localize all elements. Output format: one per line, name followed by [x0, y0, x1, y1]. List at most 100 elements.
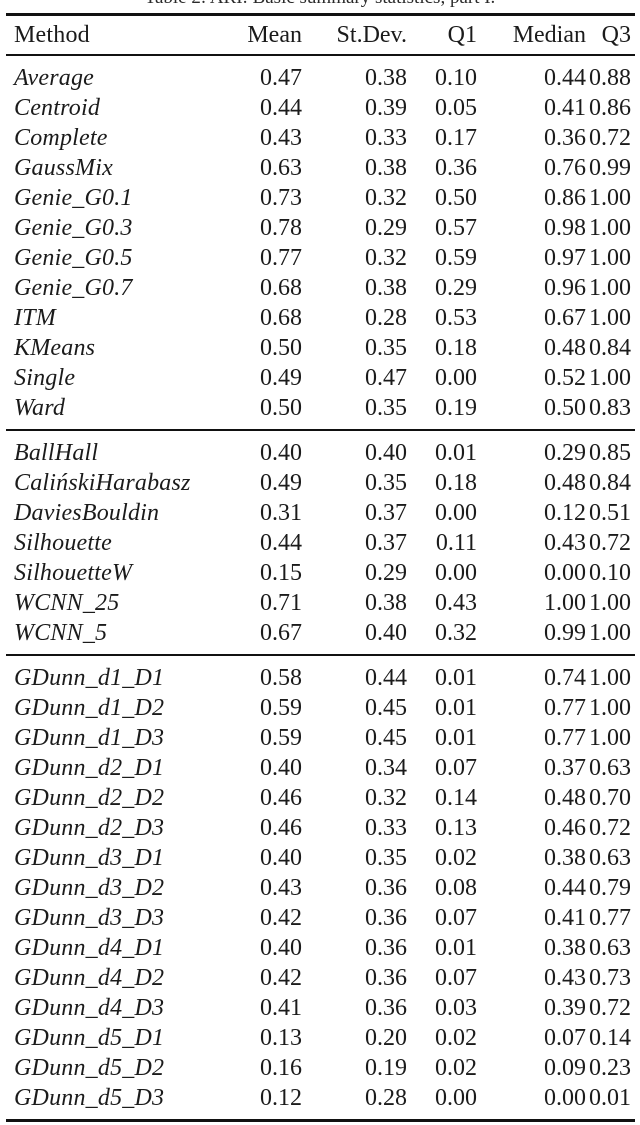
value-cell-median: 0.39 — [544, 994, 586, 1021]
value-cell-mean: 0.31 — [260, 499, 302, 526]
value-cell-median: 0.37 — [544, 754, 586, 781]
value-cell-median: 0.29 — [544, 439, 586, 466]
value-cell-q1: 0.00 — [435, 1084, 477, 1111]
method-cell: Ward — [14, 394, 66, 421]
value-cell-q1: 0.07 — [435, 964, 477, 991]
value-cell-mean: 0.42 — [260, 904, 302, 931]
value-cell-q3: 1.00 — [589, 274, 631, 301]
value-cell-q1: 0.29 — [435, 274, 477, 301]
method-cell: GDunn_d2_D2 — [14, 784, 165, 811]
value-cell-q3: 0.88 — [589, 64, 631, 91]
value-cell-median: 0.43 — [544, 964, 586, 991]
value-cell-median: 0.12 — [544, 499, 586, 526]
table-row: GaussMix 0.63 0.38 0.36 0.76 0.99 — [6, 153, 635, 183]
summary-statistics-table: Method Mean St.Dev. Q1 Median Q3 Average… — [6, 13, 635, 1122]
table-row: GDunn_d1_D2 0.59 0.45 0.01 0.77 1.00 — [6, 693, 635, 723]
value-cell-stdev: 0.38 — [365, 274, 407, 301]
value-cell-mean: 0.67 — [260, 619, 302, 646]
method-cell: Silhouette — [14, 529, 112, 556]
value-cell-median: 0.38 — [544, 934, 586, 961]
value-cell-stdev: 0.38 — [365, 64, 407, 91]
value-cell-stdev: 0.39 — [365, 94, 407, 121]
value-cell-mean: 0.40 — [260, 439, 302, 466]
value-cell-q1: 0.02 — [435, 844, 477, 871]
method-cell: Genie_G0.5 — [14, 244, 133, 271]
table-group-internal-indices: BallHall 0.40 0.40 0.01 0.29 0.85 CalińskiHara… — [6, 431, 635, 654]
value-cell-median: 0.46 — [544, 814, 586, 841]
method-cell: GDunn_d4_D2 — [14, 964, 165, 991]
table-row: GDunn_d1_D1 0.58 0.44 0.01 0.74 1.00 — [6, 663, 635, 693]
value-cell-stdev: 0.36 — [365, 904, 407, 931]
value-cell-q1: 0.00 — [435, 364, 477, 391]
value-cell-median: 0.77 — [544, 724, 586, 751]
value-cell-q3: 0.10 — [589, 559, 631, 586]
value-cell-mean: 0.40 — [260, 934, 302, 961]
column-header-stdev: St.Dev. — [336, 21, 407, 48]
table-caption: Table 2: ARI: Basic summary statistics, … — [0, 0, 640, 10]
table-header-row: Method Mean St.Dev. Q1 Median Q3 — [6, 16, 635, 54]
table-row: GDunn_d4_D1 0.40 0.36 0.01 0.38 0.63 — [6, 933, 635, 963]
column-header-method: Method — [14, 21, 90, 48]
value-cell-mean: 0.43 — [260, 874, 302, 901]
table-row: Complete 0.43 0.33 0.17 0.36 0.72 — [6, 123, 635, 153]
value-cell-q3: 0.86 — [589, 94, 631, 121]
method-cell: GaussMix — [14, 154, 113, 181]
table-row: KMeans 0.50 0.35 0.18 0.48 0.84 — [6, 333, 635, 363]
value-cell-mean: 0.47 — [260, 64, 302, 91]
value-cell-mean: 0.16 — [260, 1054, 302, 1081]
value-cell-stdev: 0.33 — [365, 814, 407, 841]
method-cell: SilhouetteW — [14, 559, 133, 586]
value-cell-q1: 0.10 — [435, 64, 477, 91]
method-cell: BallHall — [14, 439, 99, 466]
value-cell-q1: 0.01 — [435, 664, 477, 691]
value-cell-median: 0.41 — [544, 94, 586, 121]
value-cell-q1: 0.53 — [435, 304, 477, 331]
value-cell-mean: 0.40 — [260, 844, 302, 871]
value-cell-q1: 0.59 — [435, 244, 477, 271]
value-cell-mean: 0.44 — [260, 529, 302, 556]
table-row: Genie_G0.1 0.73 0.32 0.50 0.86 1.00 — [6, 183, 635, 213]
value-cell-mean: 0.50 — [260, 334, 302, 361]
value-cell-stdev: 0.35 — [365, 844, 407, 871]
method-cell: GDunn_d5_D1 — [14, 1024, 165, 1051]
value-cell-median: 0.48 — [544, 334, 586, 361]
value-cell-mean: 0.40 — [260, 754, 302, 781]
method-cell: GDunn_d4_D3 — [14, 994, 165, 1021]
value-cell-mean: 0.77 — [260, 244, 302, 271]
value-cell-median: 0.09 — [544, 1054, 586, 1081]
table-row: GDunn_d1_D3 0.59 0.45 0.01 0.77 1.00 — [6, 723, 635, 753]
value-cell-q1: 0.01 — [435, 934, 477, 961]
value-cell-stdev: 0.36 — [365, 994, 407, 1021]
value-cell-q3: 0.72 — [589, 814, 631, 841]
value-cell-stdev: 0.38 — [365, 589, 407, 616]
value-cell-mean: 0.71 — [260, 589, 302, 616]
value-cell-q3: 1.00 — [589, 724, 631, 751]
table-row: GDunn_d3_D2 0.43 0.36 0.08 0.44 0.79 — [6, 873, 635, 903]
value-cell-q1: 0.13 — [435, 814, 477, 841]
group-divider-rule — [6, 654, 635, 656]
table-row: GDunn_d3_D1 0.40 0.35 0.02 0.38 0.63 — [6, 843, 635, 873]
table-header-rule — [6, 54, 635, 56]
value-cell-median: 0.76 — [544, 154, 586, 181]
value-cell-median: 0.38 — [544, 844, 586, 871]
value-cell-stdev: 0.36 — [365, 934, 407, 961]
table-row: GDunn_d2_D3 0.46 0.33 0.13 0.46 0.72 — [6, 813, 635, 843]
value-cell-q1: 0.02 — [435, 1024, 477, 1051]
method-cell: GDunn_d2_D1 — [14, 754, 165, 781]
group-divider-rule — [6, 429, 635, 431]
value-cell-stdev: 0.47 — [365, 364, 407, 391]
method-cell: KMeans — [14, 334, 96, 361]
value-cell-stdev: 0.45 — [365, 724, 407, 751]
method-cell: GDunn_d3_D1 — [14, 844, 165, 871]
value-cell-q1: 0.03 — [435, 994, 477, 1021]
value-cell-stdev: 0.35 — [365, 394, 407, 421]
value-cell-mean: 0.44 — [260, 94, 302, 121]
value-cell-mean: 0.58 — [260, 664, 302, 691]
method-cell: GDunn_d5_D3 — [14, 1084, 165, 1111]
value-cell-stdev: 0.35 — [365, 334, 407, 361]
value-cell-mean: 0.46 — [260, 784, 302, 811]
value-cell-q1: 0.17 — [435, 124, 477, 151]
value-cell-median: 0.50 — [544, 394, 586, 421]
value-cell-mean: 0.59 — [260, 724, 302, 751]
value-cell-median: 0.00 — [544, 559, 586, 586]
